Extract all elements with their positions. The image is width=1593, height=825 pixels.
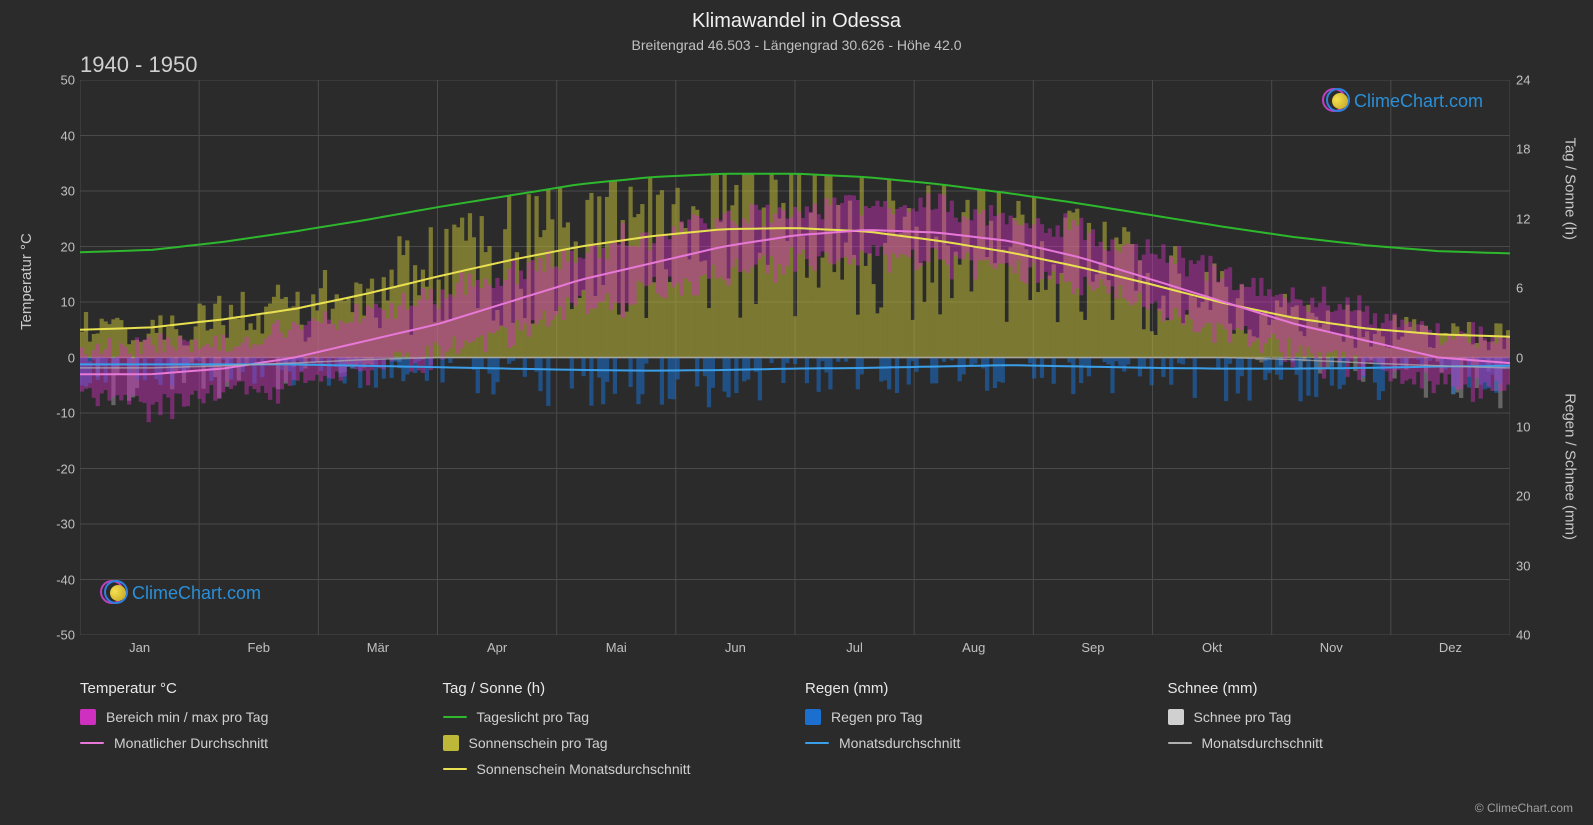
legend-item: Monatsdurchschnitt	[805, 735, 1148, 751]
legend-item: Schnee pro Tag	[1168, 709, 1511, 725]
ytick-left: 30	[35, 184, 75, 199]
legend-swatch	[805, 709, 821, 725]
legend-header: Tag / Sonne (h)	[443, 680, 786, 697]
legend-label: Schnee pro Tag	[1194, 709, 1292, 725]
y-axis-left-label: Temperatur °C	[18, 233, 35, 330]
watermark-top: ClimeChart.com	[1322, 88, 1483, 114]
xtick-month: Jul	[846, 640, 863, 655]
ytick-left: -50	[35, 628, 75, 643]
ytick-right-top: 24	[1516, 73, 1530, 88]
chart-title: Klimawandel in Odessa	[0, 0, 1593, 33]
legend-label: Monatsdurchschnitt	[1202, 735, 1323, 751]
legend-swatch	[805, 742, 829, 744]
legend-label: Bereich min / max pro Tag	[106, 709, 268, 725]
period-label: 1940 - 1950	[80, 52, 197, 78]
legend-item: Tageslicht pro Tag	[443, 709, 786, 725]
legend-label: Sonnenschein pro Tag	[469, 735, 608, 751]
xtick-month: Feb	[248, 640, 270, 655]
ytick-left: 10	[35, 295, 75, 310]
legend: Temperatur °C Bereich min / max pro Tag Mo…	[80, 680, 1510, 777]
logo-icon	[1322, 88, 1348, 114]
logo-icon	[100, 580, 126, 606]
chart-subtitle: Breitengrad 46.503 - Längengrad 30.626 -…	[0, 33, 1593, 53]
copyright: © ClimeChart.com	[1475, 801, 1573, 815]
legend-swatch	[1168, 742, 1192, 744]
ytick-left: -40	[35, 572, 75, 587]
legend-item: Bereich min / max pro Tag	[80, 709, 423, 725]
xtick-month: Nov	[1320, 640, 1343, 655]
xtick-month: Sep	[1081, 640, 1104, 655]
legend-group: Schnee (mm) Schnee pro Tag Monatsdurchschn…	[1168, 680, 1511, 777]
legend-swatch	[80, 742, 104, 744]
y-axis-right-top-label: Tag / Sonne (h)	[1562, 137, 1579, 240]
brand-text: ClimeChart.com	[1354, 91, 1483, 112]
ytick-right-top: 0	[1516, 350, 1523, 365]
legend-swatch	[443, 716, 467, 718]
xtick-month: Apr	[487, 640, 507, 655]
ytick-left: 0	[35, 350, 75, 365]
brand-text: ClimeChart.com	[132, 583, 261, 604]
legend-header: Temperatur °C	[80, 680, 423, 697]
ytick-right-top: 18	[1516, 142, 1530, 157]
xtick-month: Mär	[367, 640, 389, 655]
ytick-left: 40	[35, 128, 75, 143]
legend-swatch	[443, 735, 459, 751]
ytick-left: 20	[35, 239, 75, 254]
y-axis-right-bot-label: Regen / Schnee (mm)	[1562, 393, 1579, 540]
legend-group: Temperatur °C Bereich min / max pro Tag Mo…	[80, 680, 423, 777]
legend-group: Tag / Sonne (h) Tageslicht pro Tag Sonnens…	[443, 680, 786, 777]
ytick-right-top: 12	[1516, 211, 1530, 226]
legend-item: Monatlicher Durchschnitt	[80, 735, 423, 751]
legend-item: Monatsdurchschnitt	[1168, 735, 1511, 751]
ytick-left: -30	[35, 517, 75, 532]
ytick-left: -10	[35, 406, 75, 421]
legend-label: Monatsdurchschnitt	[839, 735, 960, 751]
legend-label: Tageslicht pro Tag	[477, 709, 590, 725]
ytick-right-top: 6	[1516, 281, 1523, 296]
legend-swatch	[443, 768, 467, 770]
xtick-month: Dez	[1439, 640, 1462, 655]
legend-header: Regen (mm)	[805, 680, 1148, 697]
xtick-month: Jan	[129, 640, 150, 655]
legend-swatch	[1168, 709, 1184, 725]
watermark-bottom: ClimeChart.com	[100, 580, 261, 606]
xtick-month: Jun	[725, 640, 746, 655]
ytick-left: 50	[35, 73, 75, 88]
legend-item: Regen pro Tag	[805, 709, 1148, 725]
plot-svg	[80, 80, 1510, 635]
legend-item: Sonnenschein pro Tag	[443, 735, 786, 751]
xtick-month: Aug	[962, 640, 985, 655]
legend-label: Regen pro Tag	[831, 709, 923, 725]
legend-group: Regen (mm) Regen pro Tag Monatsdurchschnit…	[805, 680, 1148, 777]
climate-chart: Klimawandel in Odessa Breitengrad 46.503…	[0, 0, 1593, 825]
xtick-month: Okt	[1202, 640, 1222, 655]
legend-label: Sonnenschein Monatsdurchschnitt	[477, 761, 691, 777]
legend-item: Sonnenschein Monatsdurchschnitt	[443, 761, 786, 777]
legend-label: Monatlicher Durchschnitt	[114, 735, 268, 751]
ytick-right-bot: 10	[1516, 419, 1530, 434]
ytick-right-bot: 30	[1516, 558, 1530, 573]
xtick-month: Mai	[606, 640, 627, 655]
plot-area	[80, 80, 1510, 635]
ytick-left: -20	[35, 461, 75, 476]
ytick-right-bot: 20	[1516, 489, 1530, 504]
ytick-right-bot: 40	[1516, 628, 1530, 643]
legend-swatch	[80, 709, 96, 725]
legend-header: Schnee (mm)	[1168, 680, 1511, 697]
